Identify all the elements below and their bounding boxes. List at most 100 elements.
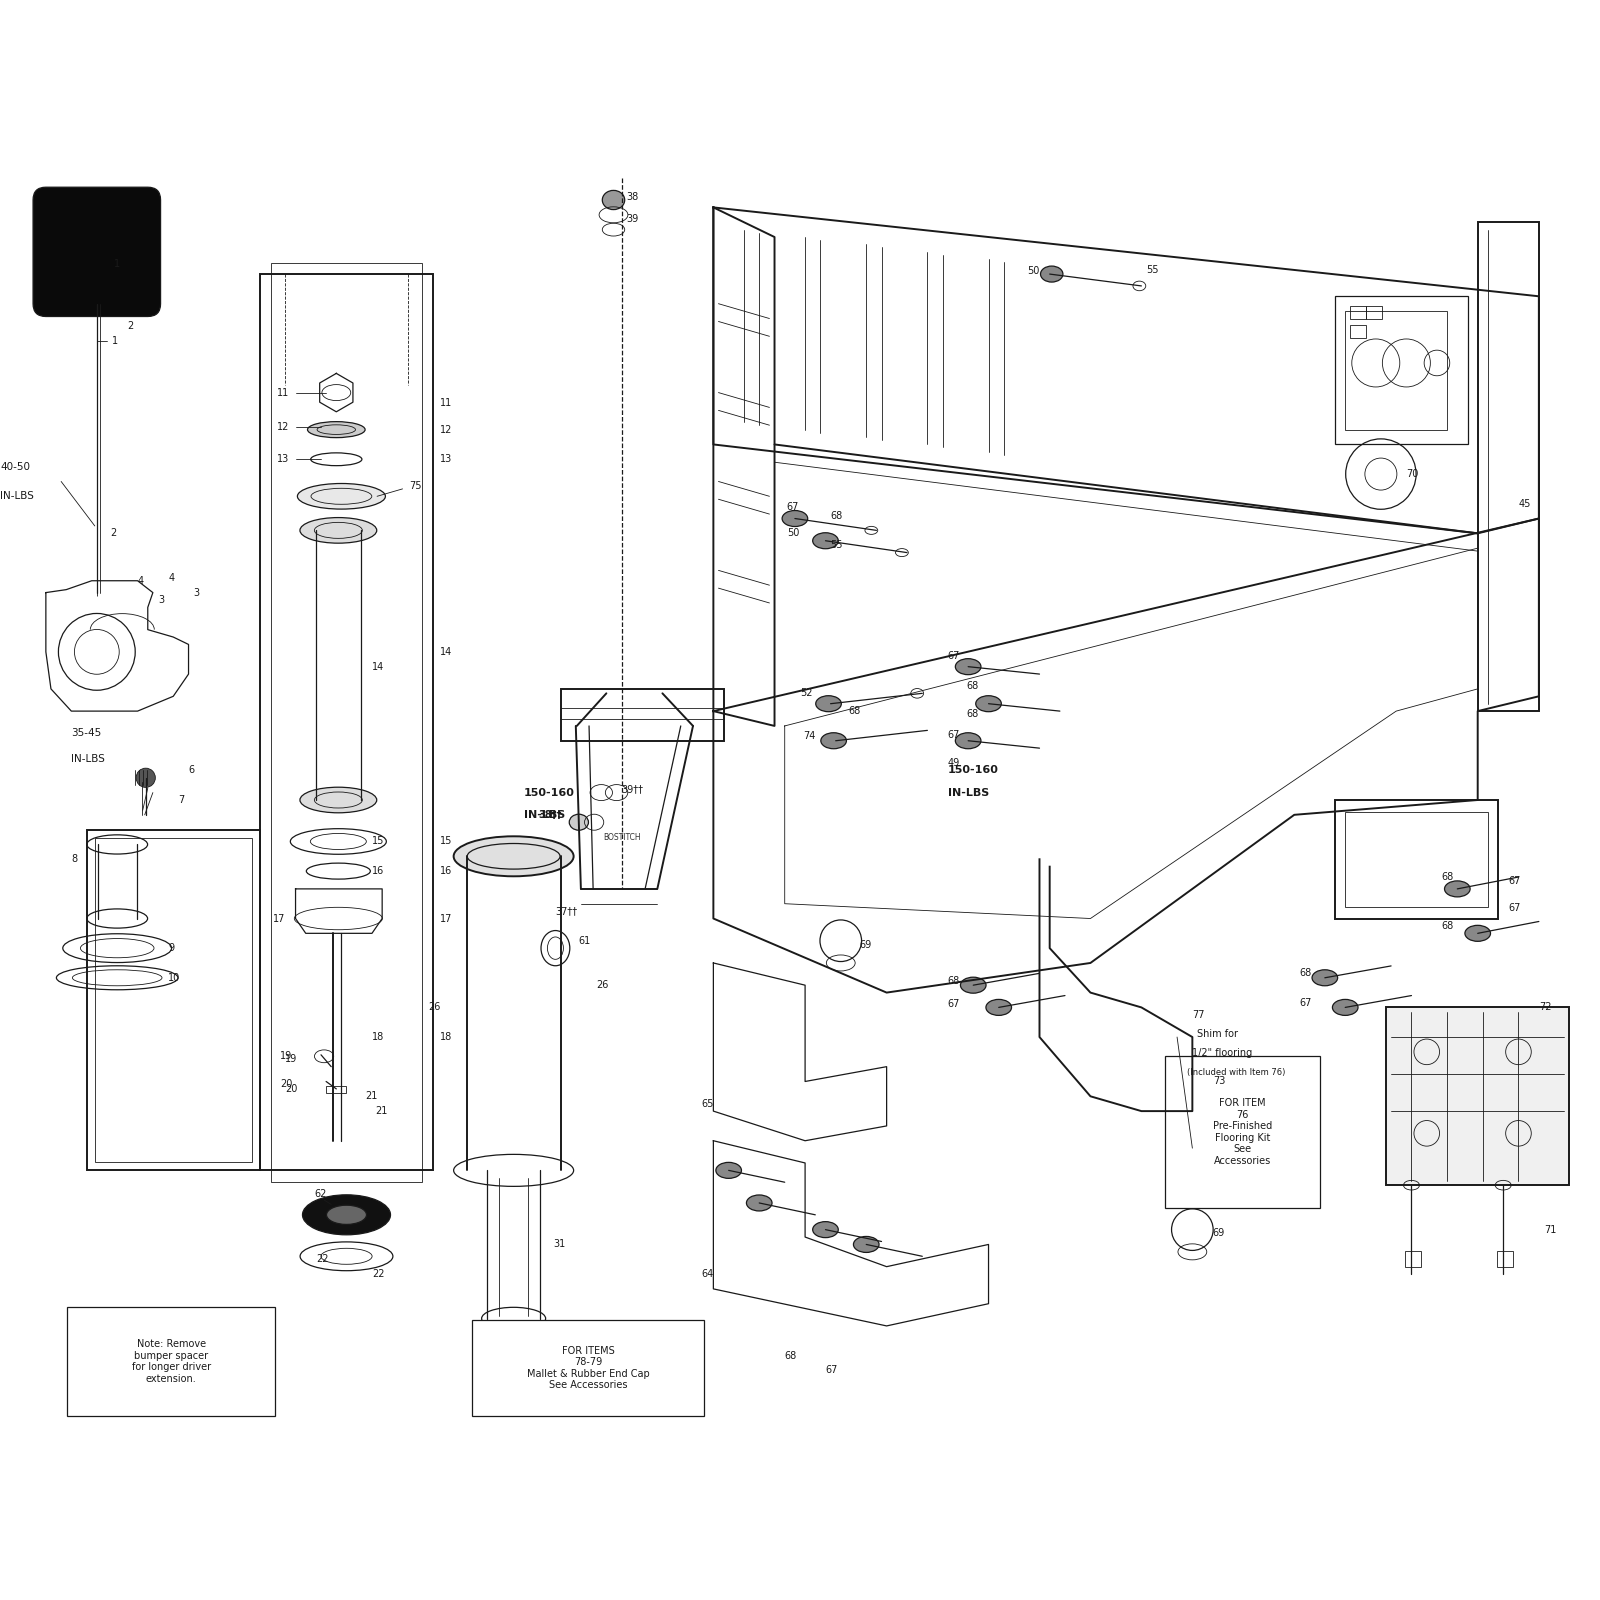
Ellipse shape: [570, 814, 589, 830]
Bar: [67, 1307, 275, 1416]
Text: 20: 20: [285, 1083, 298, 1094]
FancyBboxPatch shape: [34, 187, 160, 317]
Text: 14: 14: [371, 662, 384, 672]
Bar: [1350, 325, 1366, 338]
Text: 35-45: 35-45: [72, 728, 101, 738]
Ellipse shape: [813, 1222, 838, 1238]
Bar: [1405, 1251, 1421, 1267]
Ellipse shape: [782, 510, 808, 526]
Bar: [1386, 1008, 1570, 1186]
Text: 1: 1: [114, 259, 120, 269]
Ellipse shape: [715, 1162, 741, 1178]
Bar: [1334, 296, 1467, 445]
Ellipse shape: [299, 787, 376, 813]
Text: 68: 68: [1442, 922, 1453, 931]
Text: 11: 11: [277, 387, 290, 397]
Text: 13: 13: [440, 454, 453, 464]
Text: 68: 68: [784, 1350, 797, 1360]
Text: 17: 17: [440, 914, 453, 923]
Text: 50: 50: [1027, 266, 1040, 277]
Text: 74: 74: [803, 731, 816, 741]
Text: IN-LBS: IN-LBS: [72, 754, 106, 763]
Text: 31: 31: [554, 1240, 566, 1250]
Text: 38††: 38††: [538, 810, 562, 819]
Text: 21: 21: [365, 1091, 378, 1101]
Bar: [94, 838, 251, 1162]
Text: 67: 67: [947, 651, 960, 661]
Ellipse shape: [1333, 1000, 1358, 1016]
Text: 1: 1: [112, 336, 118, 346]
Text: 22: 22: [371, 1269, 384, 1278]
Text: 19: 19: [280, 1051, 293, 1061]
Bar: [326, 1086, 347, 1093]
Text: BOSTITCH: BOSTITCH: [603, 832, 640, 842]
Text: 65: 65: [701, 1099, 714, 1109]
Text: 75: 75: [410, 482, 422, 491]
Bar: [472, 1320, 704, 1416]
Text: 68: 68: [848, 706, 861, 717]
Text: 73: 73: [1213, 1077, 1226, 1086]
Bar: [270, 262, 422, 1181]
Text: 68: 68: [947, 976, 960, 986]
Text: 67: 67: [947, 1000, 960, 1010]
Bar: [86, 830, 259, 1170]
Text: 9: 9: [168, 942, 174, 954]
Text: 1/2" flooring: 1/2" flooring: [1192, 1048, 1253, 1058]
Text: 72: 72: [1539, 1003, 1552, 1013]
Ellipse shape: [960, 978, 986, 994]
Text: 15: 15: [440, 837, 453, 846]
Text: 50: 50: [787, 528, 798, 538]
Text: 150-160: 150-160: [947, 765, 998, 776]
Text: 69: 69: [859, 941, 872, 950]
Ellipse shape: [816, 696, 842, 712]
Text: 19: 19: [285, 1054, 298, 1064]
Ellipse shape: [298, 483, 386, 509]
Text: 20: 20: [280, 1080, 293, 1090]
Text: 70: 70: [1406, 469, 1419, 478]
Ellipse shape: [454, 837, 574, 877]
Bar: [1350, 306, 1366, 318]
Text: 13: 13: [277, 454, 290, 464]
Ellipse shape: [302, 1195, 390, 1235]
Ellipse shape: [955, 659, 981, 675]
Text: 3: 3: [158, 595, 165, 605]
Text: 150-160: 150-160: [523, 787, 574, 797]
Text: 77: 77: [1192, 1010, 1205, 1019]
Bar: [1478, 222, 1539, 710]
Ellipse shape: [1466, 925, 1491, 941]
Ellipse shape: [1312, 970, 1338, 986]
Bar: [1165, 1056, 1320, 1208]
Text: 12: 12: [277, 422, 290, 432]
Bar: [1346, 310, 1446, 430]
Text: 68: 68: [830, 510, 843, 520]
Ellipse shape: [299, 517, 376, 542]
Text: 38: 38: [627, 192, 638, 202]
Text: 2: 2: [110, 528, 117, 538]
Text: 12: 12: [440, 424, 453, 435]
Text: 6: 6: [189, 765, 195, 776]
Text: 21: 21: [374, 1106, 387, 1117]
Circle shape: [136, 768, 155, 787]
Text: 17: 17: [274, 914, 285, 923]
Text: 67: 67: [1299, 998, 1312, 1008]
Text: 10: 10: [168, 973, 181, 982]
Text: 67: 67: [947, 730, 960, 739]
Bar: [1366, 306, 1382, 318]
Text: 69: 69: [1213, 1227, 1226, 1237]
Text: 64: 64: [701, 1269, 714, 1278]
Text: 18: 18: [371, 1032, 384, 1042]
Text: 68: 68: [1299, 968, 1312, 978]
Ellipse shape: [853, 1237, 878, 1253]
Text: 7: 7: [178, 795, 184, 805]
Ellipse shape: [1445, 882, 1470, 898]
Bar: [1498, 1251, 1514, 1267]
Text: 4: 4: [138, 576, 144, 586]
Text: 8: 8: [72, 854, 77, 864]
Text: 37††: 37††: [555, 906, 578, 917]
Bar: [560, 690, 723, 741]
Text: FOR ITEMS
78-79
Mallet & Rubber End Cap
See Accessories: FOR ITEMS 78-79 Mallet & Rubber End Cap …: [526, 1346, 650, 1390]
Text: (Included with Item 76): (Included with Item 76): [1187, 1069, 1286, 1077]
Text: 68: 68: [966, 709, 978, 718]
Text: 55: 55: [1147, 264, 1158, 275]
Text: 68: 68: [1442, 872, 1453, 882]
